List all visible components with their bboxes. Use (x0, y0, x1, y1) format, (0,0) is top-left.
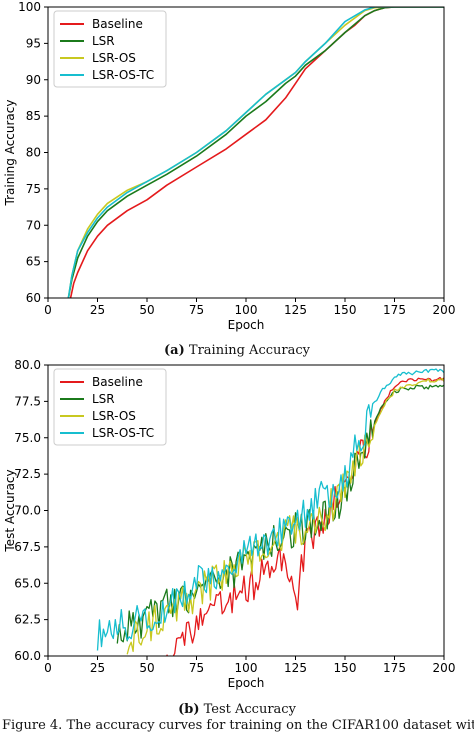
series-line-lsr (67, 7, 444, 298)
legend-label: Baseline (92, 17, 143, 31)
x-tick-label: 200 (433, 661, 456, 675)
y-axis-label: Test Accuracy (3, 469, 17, 552)
y-tick-label: 70.0 (14, 504, 41, 518)
x-tick-label: 50 (139, 661, 154, 675)
x-tick-label: 75 (189, 661, 204, 675)
x-tick-label: 75 (189, 303, 204, 317)
legend: Baseline LSR LSR-OS LSR-OS-TC (53, 368, 167, 446)
legend-label: LSR-OS (92, 409, 136, 423)
series-lines (67, 7, 444, 298)
caption-a: (a) Training Accuracy (0, 343, 474, 358)
x-tick-label: 25 (90, 661, 105, 675)
y-tick-label: 85 (26, 109, 41, 123)
legend-label: Baseline (92, 375, 143, 389)
y-tick-label: 77.5 (14, 394, 41, 408)
x-tick-label: 100 (235, 303, 258, 317)
y-tick-label: 70 (26, 218, 41, 232)
legend-label: LSR (92, 34, 115, 48)
figure-caption: Figure 4. The accuracy curves for traini… (2, 718, 474, 733)
y-tick-label: 65.0 (14, 576, 41, 590)
legend-label: LSR-OS-TC (92, 426, 154, 440)
x-tick-label: 0 (44, 303, 52, 317)
y-tick-label: 100 (18, 0, 41, 14)
caption-b-label: (b) (178, 702, 200, 717)
x-tick-label: 50 (139, 303, 154, 317)
x-tick-label: 150 (334, 661, 357, 675)
caption-b-text: Test Accuracy (203, 702, 296, 717)
y-tick-label: 60 (26, 291, 41, 305)
x-tick-label: 200 (433, 303, 456, 317)
test-accuracy-chart: 0 25 50 75 100 125 150 175 200 60.0 62.5 65.0 67.5 70… (3, 358, 456, 690)
training-accuracy-chart: 0 25 50 75 100 125 150 175 200 60 65 70 75 80 85 90 95 10… (3, 0, 456, 332)
caption-a-text: Training Accuracy (188, 343, 310, 358)
legend-label: LSR-OS-TC (92, 68, 154, 82)
legend-box (53, 10, 167, 88)
y-tick-label: 75 (26, 182, 41, 196)
y-tick-label: 60.0 (14, 649, 41, 663)
series-line-lsr-os-tc (67, 7, 444, 298)
y-tick-label: 95 (26, 36, 41, 50)
x-tick-label: 125 (284, 661, 307, 675)
y-axis-label: Training Accuracy (3, 100, 17, 207)
x-tick-label: 0 (44, 661, 52, 675)
legend-label: LSR-OS (92, 51, 136, 65)
caption-a-label: (a) (164, 343, 185, 358)
x-tick-label: 25 (90, 303, 105, 317)
x-tick-label: 175 (383, 303, 406, 317)
legend-label: LSR (92, 392, 115, 406)
y-tick-label: 75.0 (14, 431, 41, 445)
x-axis-label: Epoch (228, 318, 265, 332)
x-tick-label: 150 (334, 303, 357, 317)
legend-box (53, 368, 167, 446)
series-lines (96, 368, 444, 656)
x-tick-label: 175 (383, 661, 406, 675)
y-tick-label: 90 (26, 73, 41, 87)
y-tick-label: 67.5 (14, 540, 41, 554)
y-tick-label: 62.5 (14, 613, 41, 627)
x-axis-label: Epoch (228, 676, 265, 690)
y-tick-label: 80 (26, 146, 41, 160)
series-line-lsr-os-tc (96, 368, 444, 651)
y-tick-label: 65 (26, 255, 41, 269)
x-tick-label: 125 (284, 303, 307, 317)
y-tick-label: 72.5 (14, 467, 41, 481)
legend: Baseline LSR LSR-OS LSR-OS-TC (53, 10, 167, 88)
caption-b: (b) Test Accuracy (0, 702, 474, 717)
y-tick-label: 80.0 (14, 358, 41, 372)
x-tick-label: 100 (235, 661, 258, 675)
